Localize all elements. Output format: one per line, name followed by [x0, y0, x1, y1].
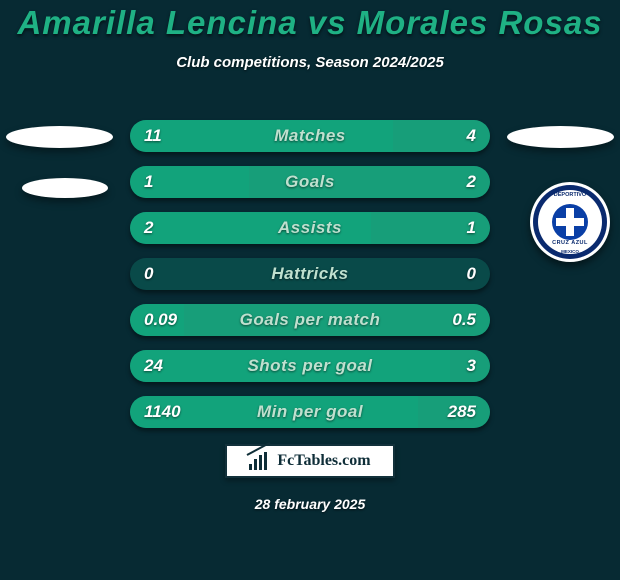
stat-label: Shots per goal: [247, 356, 372, 376]
stat-label: Hattricks: [271, 264, 348, 284]
stat-label: Assists: [278, 218, 342, 238]
stat-row: 2 Assists 1: [130, 212, 490, 244]
stat-value-left: 11: [144, 126, 162, 146]
stat-row: 0 Hattricks 0: [130, 258, 490, 290]
stat-row: 1 Goals 2: [130, 166, 490, 198]
club-badge-text-top: DEPORTIVO: [554, 192, 586, 198]
stat-bar-left: [130, 120, 393, 152]
stat-label: Goals: [285, 172, 335, 192]
stat-value-left: 1140: [144, 402, 181, 422]
player-right-avatar-placeholder: [507, 126, 614, 148]
date-line: 28 february 2025: [0, 496, 620, 512]
stat-label: Goals per match: [240, 310, 381, 330]
player-left-club-placeholder: [22, 178, 108, 198]
stat-label: Min per goal: [257, 402, 363, 422]
stat-row: 11 Matches 4: [130, 120, 490, 152]
stat-value-right: 3: [467, 356, 476, 376]
stat-row: 1140 Min per goal 285: [130, 396, 490, 428]
stat-label: Matches: [274, 126, 346, 146]
comparison-card: Amarilla Lencina vs Morales Rosas Club c…: [0, 0, 620, 580]
stat-value-right: 285: [448, 402, 476, 422]
stat-value-right: 0: [467, 264, 476, 284]
stat-value-left: 24: [144, 356, 163, 376]
club-badge-text-bottom: MEXICO: [561, 249, 579, 254]
stat-value-left: 0.09: [144, 310, 177, 330]
page-subtitle: Club competitions, Season 2024/2025: [0, 54, 620, 71]
stat-value-right: 1: [467, 218, 476, 238]
player-right-club-badge: DEPORTIVO CRUZ AZUL MEXICO: [530, 182, 610, 262]
stats-container: 11 Matches 4 1 Goals 2 2 Assists 1 0 Hattricks 0 0.0…: [130, 120, 490, 442]
stat-value-right: 2: [467, 172, 476, 192]
stat-value-left: 0: [144, 264, 153, 284]
stat-value-left: 2: [144, 218, 153, 238]
stat-row: 24 Shots per goal 3: [130, 350, 490, 382]
stat-row: 0.09 Goals per match 0.5: [130, 304, 490, 336]
club-badge-text-middle: CRUZ AZUL: [552, 240, 588, 246]
brand-chart-icon: [249, 452, 271, 470]
stat-value-left: 1: [144, 172, 153, 192]
page-title: Amarilla Lencina vs Morales Rosas: [0, 0, 620, 42]
player-left-avatar-placeholder: [6, 126, 113, 148]
brand-text: FcTables.com: [277, 452, 370, 470]
brand-box: FcTables.com: [225, 444, 395, 478]
stat-value-right: 0.5: [452, 310, 476, 330]
stat-value-right: 4: [467, 126, 476, 146]
